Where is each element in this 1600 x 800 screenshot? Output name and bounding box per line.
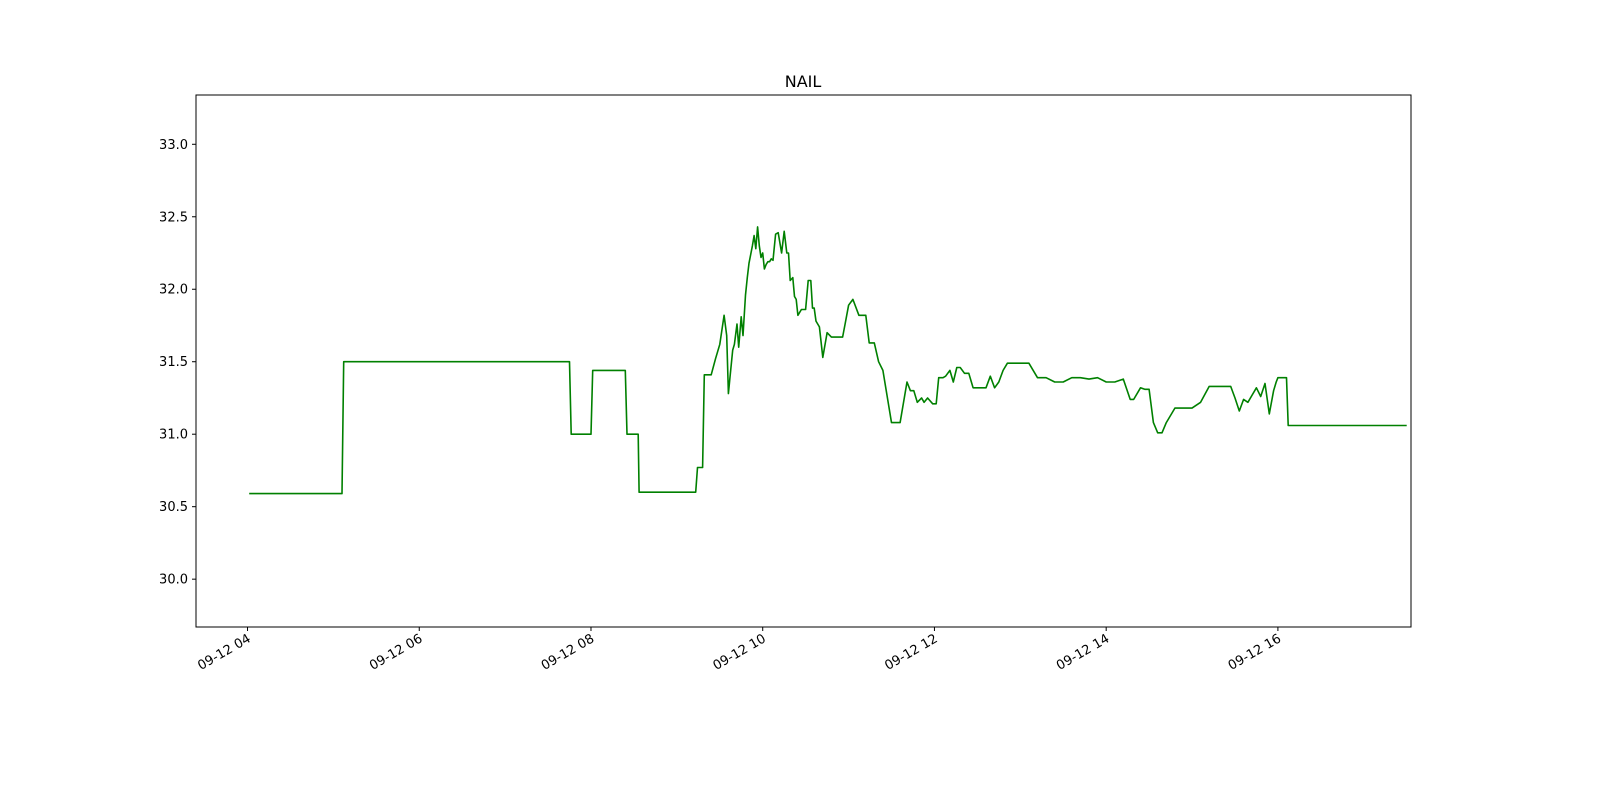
y-tick-label: 31.5 [159, 355, 188, 370]
y-tick-label: 33.0 [159, 138, 188, 153]
price-line [249, 226, 1407, 495]
y-tick-label: 30.5 [159, 500, 188, 515]
y-tick-label: 32.5 [159, 210, 188, 225]
y-tick-label: 30.0 [159, 573, 188, 588]
y-axis: 30.0 30.5 31.0 31.5 32.0 32.5 33.0 [159, 138, 196, 588]
y-tick-label: 31.0 [159, 428, 188, 443]
plot-frame [195, 94, 1412, 628]
y-tick-label: 32.0 [159, 283, 188, 298]
chart-title: NAIL [785, 72, 822, 91]
